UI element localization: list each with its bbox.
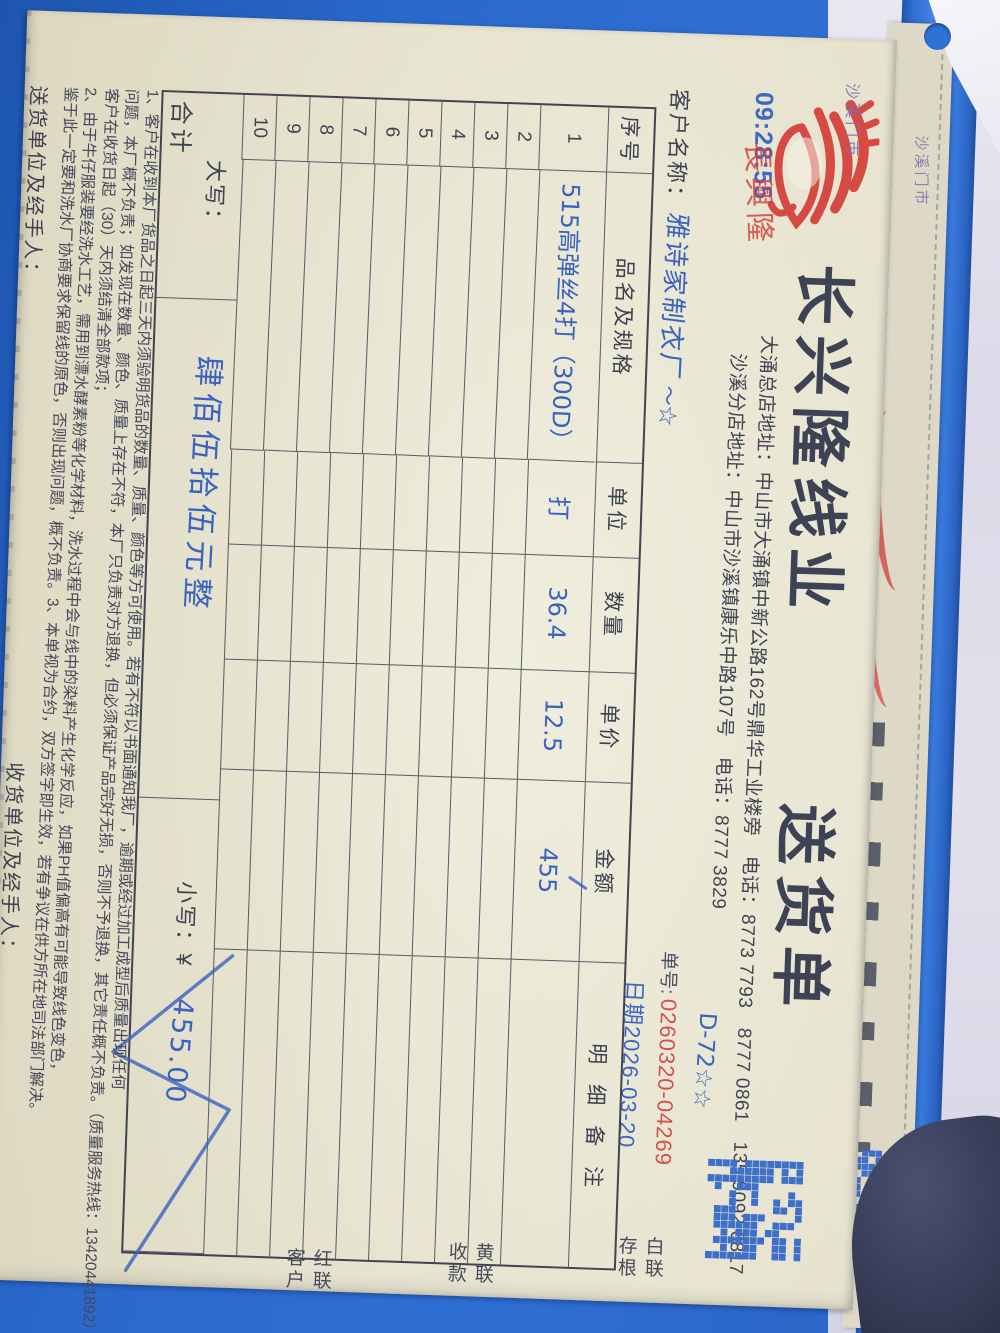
- item-qty-handwritten: 36.4: [520, 554, 593, 673]
- item-unit-handwritten: [359, 454, 397, 551]
- customer-name-handwritten: 雅诗家制衣厂: [653, 211, 693, 383]
- item-price-handwritten: [220, 659, 257, 771]
- delivery-note-paper: 沙溪门市 09:28:55 長興隆 长兴隆线业 送货单 大涌总店地址：中山市大涌…: [0, 10, 897, 1333]
- table-header-4: 单价: [584, 672, 635, 784]
- item-amount-handwritten: [345, 773, 385, 956]
- item-amount-handwritten: [477, 778, 517, 960]
- row-number: 10: [241, 94, 277, 161]
- amount-in-words-handwritten: 肆佰伍拾伍元整: [177, 354, 227, 616]
- item-price-handwritten: [450, 667, 488, 779]
- total-divider: [139, 796, 220, 801]
- item-qty-handwritten: [355, 549, 393, 666]
- back-sheet-branch-stamp: 沙溪门市: [912, 135, 930, 208]
- company-seal-stamp: 長興隆: [739, 141, 777, 248]
- item-amount-handwritten: [312, 772, 352, 954]
- punch-hole: [924, 23, 951, 50]
- qr-code: [704, 1158, 804, 1262]
- item-remark: [499, 959, 579, 1267]
- item-price-handwritten: [483, 668, 521, 780]
- customer-row: 客户名称： 雅诗家制衣厂 〜☆: [652, 88, 701, 427]
- total-divider: [156, 296, 237, 301]
- rooster-logo-icon: [767, 99, 881, 230]
- receive-signature-label: 收货单位及经手人：: [0, 761, 26, 961]
- item-price-handwritten: [286, 661, 323, 773]
- item-amount-handwritten: [444, 777, 484, 959]
- item-qty-handwritten: [388, 550, 426, 667]
- company-name: 长兴隆线业: [776, 262, 861, 621]
- item-unit-handwritten: [425, 456, 463, 553]
- row-number: 4: [439, 101, 475, 168]
- row-number: 3: [472, 102, 508, 169]
- item-amount-handwritten: [411, 776, 451, 958]
- item-qty-handwritten: [421, 551, 459, 668]
- row-number: 7: [340, 98, 376, 165]
- item-unit-handwritten: [260, 450, 298, 547]
- amount-in-words-label: 大写：: [200, 159, 229, 233]
- item-price-handwritten: [384, 665, 422, 777]
- item-unit-handwritten: [227, 449, 265, 546]
- document-type: 送货单: [762, 802, 842, 1018]
- item-price-handwritten: [253, 660, 290, 772]
- pen-swoosh-mark: [111, 954, 235, 1273]
- item-unit-handwritten: [458, 457, 496, 554]
- item-amount-handwritten: [279, 771, 319, 953]
- order-number-value: 0260320-04269: [650, 998, 682, 1167]
- row-number: 9: [274, 95, 310, 163]
- table-header-2: 单位: [592, 462, 642, 559]
- customer-name-label: 客户名称：: [662, 88, 693, 210]
- table-header-5: 金额: [578, 782, 631, 964]
- item-qty-handwritten: [487, 553, 525, 670]
- table-header-0: 序号: [606, 107, 655, 175]
- item-qty-handwritten: [454, 552, 492, 669]
- item-unit-handwritten: [293, 451, 331, 548]
- item-price-handwritten: [351, 664, 389, 776]
- item-qty-handwritten: [256, 545, 294, 662]
- handwritten-code: D-72☆☆: [687, 1011, 721, 1110]
- row-number: 8: [307, 97, 343, 164]
- item-amount-handwritten: [378, 775, 418, 957]
- handwritten-star: 〜☆: [655, 385, 679, 427]
- item-qty-handwritten: [289, 546, 327, 663]
- deliver-signature-label: 送货单位及经手人：: [19, 85, 49, 284]
- total-label: 合计: [165, 100, 195, 158]
- title-gap: [856, 621, 862, 806]
- row-number: 1: [538, 105, 609, 173]
- item-amount-handwritten: 455: [510, 779, 585, 963]
- item-price-handwritten: [318, 662, 356, 774]
- table-header-3: 数量: [588, 557, 639, 674]
- item-amount-handwritten: [246, 770, 287, 952]
- item-unit-handwritten: [326, 453, 364, 550]
- order-number: 单号: 0260320-04269: [649, 951, 683, 1167]
- branch-stamp: 沙溪门市: [843, 83, 861, 160]
- item-unit-handwritten: 打: [524, 459, 596, 558]
- item-qty-handwritten: [322, 547, 360, 665]
- item-price-handwritten: [417, 666, 455, 778]
- item-name-handwritten: 515高弹丝4打（300D）: [526, 169, 608, 463]
- row-number: 6: [373, 99, 409, 166]
- row-number: 5: [406, 100, 442, 167]
- item-qty-handwritten: [223, 544, 261, 661]
- item-unit-handwritten: [491, 458, 529, 555]
- row-number: 2: [505, 104, 541, 171]
- item-amount-handwritten: [213, 769, 254, 951]
- item-price-handwritten: 12.5: [516, 669, 589, 783]
- item-unit-handwritten: [392, 455, 430, 552]
- order-number-label: 单号:: [656, 950, 679, 995]
